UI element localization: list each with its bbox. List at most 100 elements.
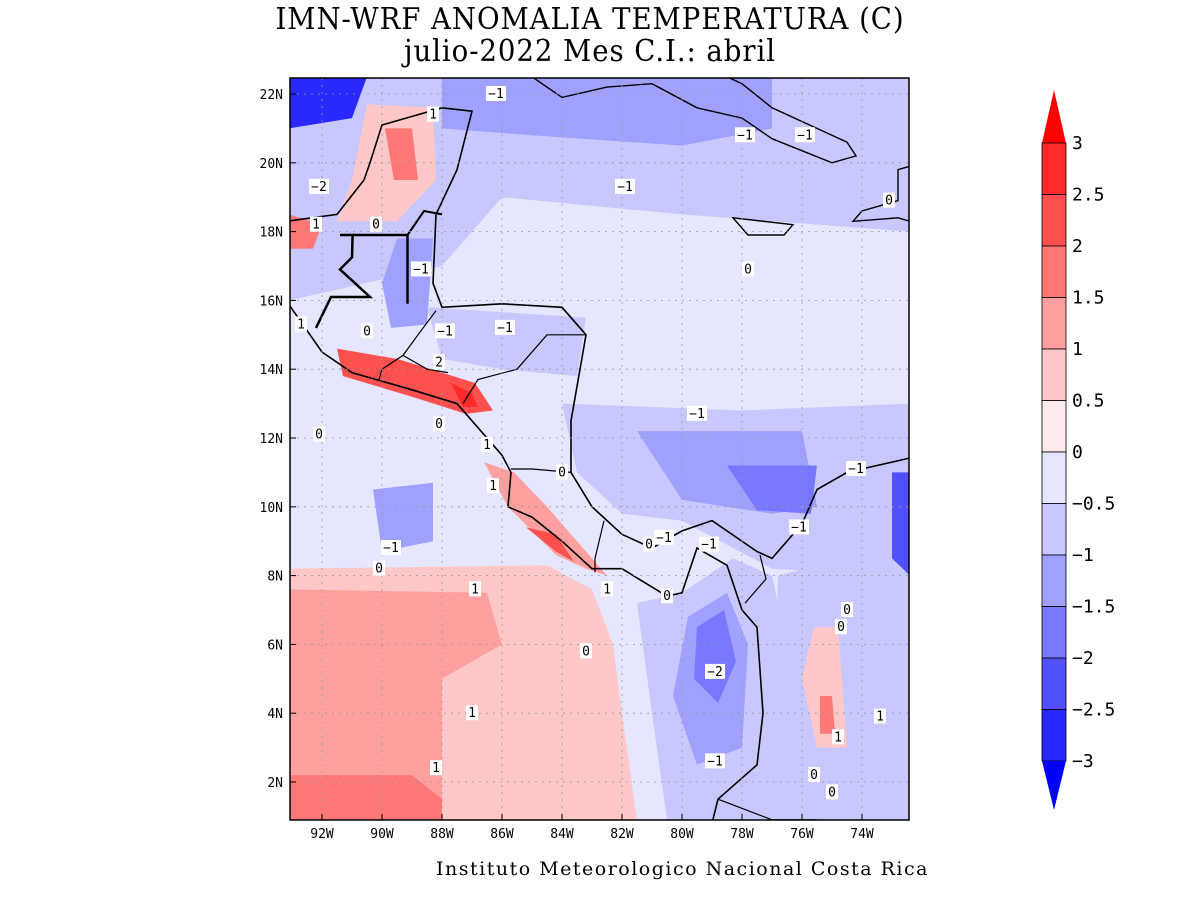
contour-label: 0 [837, 620, 845, 635]
contour-label: 1 [471, 582, 479, 597]
contour-label: 0 [810, 768, 818, 783]
contour-label-box [846, 460, 866, 476]
contour-label-box [433, 354, 445, 370]
contour-label-box [481, 436, 493, 452]
colorbar-label: −0.5 [1072, 494, 1115, 515]
colorbar-label: 2.5 [1072, 185, 1105, 206]
colorbar-bin [1041, 142, 1067, 195]
contour-label: −1 [737, 128, 753, 143]
contour-label-box [466, 705, 478, 721]
contour-label-box [486, 86, 506, 101]
colorbar-bin [1041, 400, 1067, 453]
map-frame [289, 77, 910, 821]
colorbar-bin [1041, 606, 1067, 659]
colorbar-label: −1.5 [1072, 597, 1115, 618]
colorbar-label: −3 [1072, 751, 1094, 772]
contour-label-box [295, 316, 307, 332]
footer-credit: Instituto Meteorologico Nacional Costa R… [436, 858, 929, 880]
colorbar-bin [1041, 451, 1067, 504]
colorbar-bin [1041, 245, 1067, 298]
contour-label-box [687, 405, 707, 421]
contour-label: −1 [848, 462, 864, 477]
contour-label: 1 [432, 761, 440, 776]
contour-label: −1 [413, 262, 429, 277]
contour-label-box [874, 708, 886, 724]
contour-label-box [735, 127, 755, 143]
anomaly-region [526, 527, 574, 562]
contour-label-box [643, 536, 655, 552]
contour-label: 1 [876, 710, 884, 725]
colorbar-bin [1041, 297, 1067, 350]
anomaly-region [385, 128, 418, 180]
contour-label-box [705, 663, 725, 679]
y-tick-label: 8N [267, 570, 283, 585]
anomaly-region [427, 307, 586, 377]
contour-label: 0 [435, 417, 443, 432]
contour-label: −1 [488, 87, 504, 102]
contour-label: 0 [885, 194, 893, 209]
colorbar-label: 0 [1072, 442, 1083, 463]
jamaica-coast [731, 216, 795, 236]
contour-label: −1 [437, 324, 453, 339]
contour-label-box [654, 529, 674, 545]
contour-label-box [742, 261, 754, 277]
y-tick-label: 10N [260, 501, 283, 516]
colorbar-label: 0.5 [1072, 391, 1105, 412]
anomaly-region [290, 78, 367, 129]
contour-label: −1 [617, 180, 633, 195]
y-tick-label: 4N [267, 707, 283, 722]
contour-label: 0 [315, 428, 323, 443]
colorbar-label: −2.5 [1072, 700, 1115, 721]
contour-label-box [580, 643, 592, 659]
y-tick-label: 14N [260, 363, 283, 378]
anomaly-region [337, 348, 493, 414]
contour-label-box [313, 426, 325, 442]
contour-label: 0 [744, 262, 752, 277]
axis-ticks: 92W 90W 88W 86W 84W 82W 80W 78W 76W 74W2N4N6N8N10… [260, 88, 874, 842]
colorbar-label: −1 [1072, 545, 1094, 566]
border [594, 520, 605, 573]
x-tick-label: 78W [730, 827, 754, 842]
contour-label: −2 [707, 665, 723, 680]
anomaly-fill-layer [290, 78, 909, 820]
x-tick-label: 90W [370, 827, 394, 842]
contour-label-box [883, 192, 895, 208]
anomaly-region [727, 465, 817, 514]
anomaly-region [290, 589, 502, 820]
contour-label: 1 [489, 479, 497, 494]
contour-label: 2 [435, 355, 443, 370]
contour-label-box [841, 602, 853, 617]
contour-label-box [309, 178, 329, 194]
x-tick-label: 80W [670, 827, 694, 842]
x-tick-label: 76W [790, 827, 814, 842]
colorbar-upper-arrow [1042, 90, 1066, 143]
colorbar-bin [1041, 194, 1067, 247]
map-subtitle: julio-2022 Mes C.I.: abril [403, 34, 777, 69]
contour-label-box [495, 319, 515, 335]
contour-label-box [661, 588, 673, 604]
contour-label: 0 [828, 785, 836, 800]
anomaly-region [442, 78, 772, 146]
contour-label: 1 [603, 582, 611, 597]
contour-label-box [310, 216, 322, 232]
grid-layer [290, 78, 909, 820]
contour-label: 1 [468, 706, 476, 721]
contour-label-box [826, 784, 838, 800]
colorbar: 3 2.5 2 1.5 1 0.5 0 −0.5 −1 −1.5 −2 −2.5 −3 [1041, 90, 1115, 810]
contour-label: 1 [429, 108, 437, 123]
colorbar-bin [1041, 554, 1067, 607]
x-tick-label: 86W [490, 827, 514, 842]
contour-label: 0 [558, 465, 566, 480]
contour-label-box [615, 178, 635, 194]
contour-label: 0 [663, 589, 671, 604]
contour-label-box [487, 478, 499, 494]
coastline [290, 106, 909, 820]
anomaly-region [451, 383, 478, 407]
contour-label: −1 [656, 531, 672, 546]
contour-label-box [832, 729, 844, 745]
y-tick-label: 2N [267, 776, 283, 791]
anomaly-region [820, 696, 835, 734]
colorbar-bin [1041, 709, 1067, 762]
contour-label: −1 [383, 541, 399, 556]
